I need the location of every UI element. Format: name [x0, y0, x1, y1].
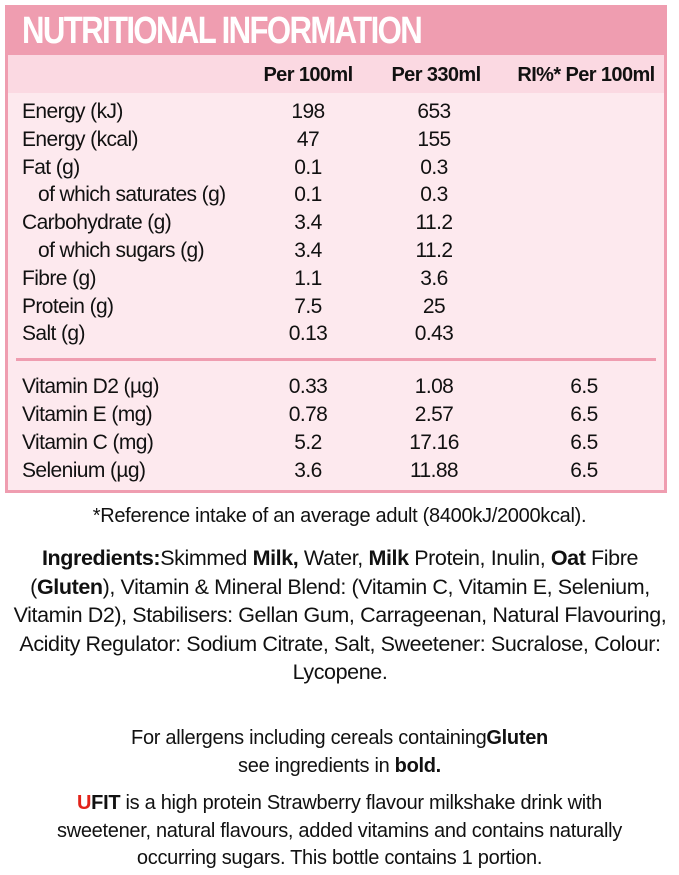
nutrient-label: of which saturates (g)	[38, 183, 226, 207]
value-per-100ml: 5.2	[294, 430, 322, 454]
value-per-100ml: 1.1	[294, 266, 322, 290]
value-per-100ml: 0.1	[294, 183, 322, 207]
brand-fit: FIT	[91, 792, 121, 814]
b: Oat	[550, 546, 586, 570]
value-per-100ml: 7.5	[294, 294, 322, 318]
col-per-100ml: Per 100ml	[263, 64, 353, 86]
nutrient-label: Energy (kcal)	[22, 127, 139, 151]
t: For allergens including cereals containi…	[131, 727, 487, 749]
value-per-330ml: 0.3	[420, 183, 448, 207]
table-row: Fibre (g) 1.1 3.6	[8, 265, 664, 293]
product-description: UFIT is a high protein Strawberry flavou…	[0, 790, 679, 873]
value-per-100ml: 0.33	[288, 375, 328, 399]
value-per-100ml: 3.4	[294, 238, 322, 262]
value-per-330ml: 0.43	[414, 322, 454, 346]
value-per-330ml: 11.88	[410, 458, 459, 482]
table-row: of which saturates (g) 0.1 0.3	[8, 181, 664, 209]
brand-u: U	[77, 792, 92, 814]
nutrient-label: Fibre (g)	[22, 266, 97, 290]
nutrient-label: Vitamin C (mg)	[22, 430, 154, 454]
t: Water,	[298, 546, 369, 570]
footnote: *Reference intake of an average adult (8…	[92, 505, 587, 527]
nutrient-rows: Energy (kJ) 198 653 Energy (kcal) 47 155 Fat (…	[8, 93, 664, 348]
value-ri: 6.5	[570, 430, 598, 454]
table-row: Vitamin D2 (µg) 0.33 1.08 6.5	[8, 373, 664, 401]
ingredients: Ingredients:Skimmed Milk, Water, Milk Pr…	[10, 544, 670, 687]
table-row: Energy (kJ) 198 653	[8, 98, 664, 126]
col-per-330ml: Per 330ml	[391, 64, 481, 86]
value-per-100ml: 0.1	[294, 155, 322, 179]
value-per-330ml: 17.16	[409, 430, 459, 454]
col-ri: RI%* Per 100ml	[517, 64, 655, 86]
value-ri: 6.5	[570, 458, 598, 482]
value-per-100ml: 0.13	[288, 322, 328, 346]
nutrient-label: Vitamin E (mg)	[22, 402, 153, 426]
ingredients-heading: Ingredients:	[41, 546, 161, 570]
divider	[16, 358, 656, 362]
value-per-330ml: 25	[422, 294, 446, 318]
column-headers: Per 100ml Per 330ml RI%* Per 100ml	[8, 55, 664, 93]
value-per-100ml: 0.78	[288, 402, 328, 426]
value-per-330ml: 0.3	[420, 155, 448, 179]
t: Skimmed	[160, 546, 253, 570]
title-text: NUTRITIONAL INFORMATION	[22, 10, 423, 52]
nutrient-label: Protein (g)	[22, 294, 114, 318]
table-row: Protein (g) 7.5 25	[8, 293, 664, 321]
nutrient-label: Carbohydrate (g)	[22, 211, 172, 235]
value-ri: 6.5	[570, 402, 598, 426]
t: see ingredients in	[238, 755, 395, 777]
value-per-330ml: 155	[417, 127, 451, 151]
table-row: Selenium (µg) 3.6 11.88 6.5	[8, 457, 664, 485]
table-row: Salt (g) 0.13 0.43	[8, 320, 664, 348]
nutrient-label: Salt (g)	[22, 322, 85, 346]
value-per-100ml: 3.4	[294, 211, 322, 235]
allergens-note: For allergens including cereals containi…	[0, 724, 679, 780]
table-row: Energy (kcal) 47 155	[8, 126, 664, 154]
vitamin-rows: Vitamin D2 (µg) 0.33 1.08 6.5 Vitamin E (mg)…	[8, 373, 664, 484]
b: bold.	[394, 755, 442, 777]
value-per-330ml: 1.08	[414, 375, 454, 399]
b: Milk,	[252, 546, 299, 570]
value-ri: 6.5	[570, 375, 598, 399]
t: Fibre (	[30, 546, 639, 599]
table-title: NUTRITIONAL INFORMATION	[8, 8, 664, 55]
t: ), Vitamin & Mineral Blend: (Vitamin C, …	[13, 574, 667, 685]
table-row: Carbohydrate (g) 3.4 11.2	[8, 209, 664, 237]
value-per-100ml: 47	[296, 127, 320, 151]
value-per-330ml: 653	[417, 100, 451, 123]
b: Milk	[368, 546, 409, 570]
table-row: of which sugars (g) 3.4 11.2	[8, 237, 664, 265]
nutrition-table: NUTRITIONAL INFORMATION Per 100ml Per 33…	[5, 5, 667, 493]
value-per-330ml: 2.57	[414, 402, 454, 426]
nutrient-label: Fat (g)	[22, 155, 80, 179]
nutrient-label: Vitamin D2 (µg)	[22, 375, 160, 399]
value-per-330ml: 11.2	[415, 238, 454, 262]
value-per-100ml: 3.6	[294, 458, 322, 482]
nutrient-label: Selenium (µg)	[22, 458, 146, 482]
value-per-330ml: 11.2	[415, 211, 454, 235]
t: Protein, Inulin,	[408, 546, 551, 570]
b: Gluten	[36, 574, 103, 599]
description-text: is a high protein Strawberry flavour mil…	[57, 792, 622, 869]
table-row: Fat (g) 0.1 0.3	[8, 154, 664, 182]
table-row: Vitamin C (mg) 5.2 17.16 6.5	[8, 429, 664, 457]
b: Gluten	[486, 727, 548, 749]
value-per-330ml: 3.6	[420, 266, 448, 290]
table-row: Vitamin E (mg) 0.78 2.57 6.5	[8, 401, 664, 429]
value-per-100ml: 198	[291, 100, 325, 123]
nutrient-label: Energy (kJ)	[22, 100, 123, 123]
nutrient-label: of which sugars (g)	[38, 238, 205, 262]
